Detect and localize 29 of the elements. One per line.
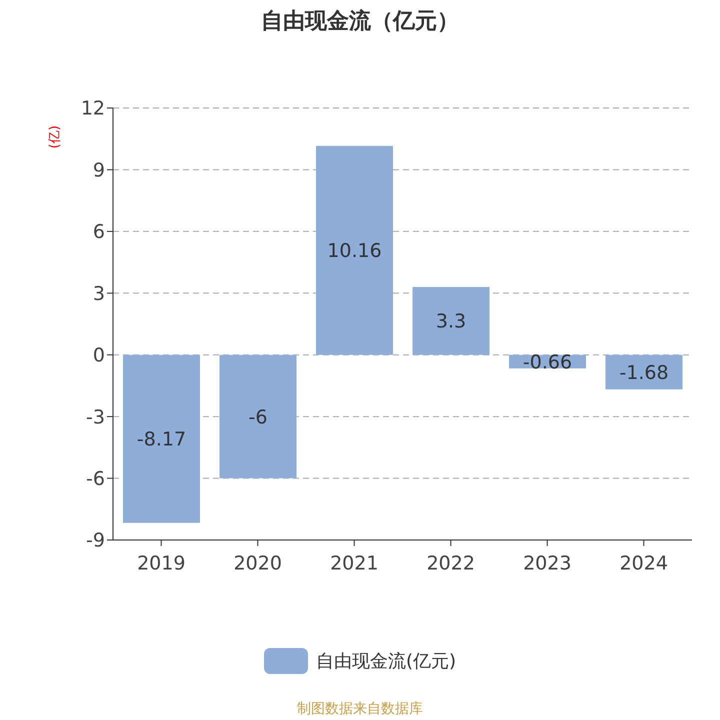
x-tick-label: 2023 <box>523 552 572 574</box>
bar <box>123 354 200 523</box>
y-tick-label: -6 <box>86 468 105 490</box>
y-axis-title: (亿) <box>46 125 64 149</box>
y-tick-label: 0 <box>92 344 105 367</box>
y-tick-label: 6 <box>92 221 105 244</box>
text: 制图数据来自数据库 <box>296 700 424 718</box>
x-tick-label: 2019 <box>137 552 186 574</box>
y-tick-label: 3 <box>92 282 105 305</box>
data-label: 3.3 <box>436 310 466 333</box>
bar <box>220 354 296 478</box>
data-label: -0.66 <box>522 351 572 374</box>
bar <box>412 286 490 355</box>
data-label: -1.68 <box>619 362 669 384</box>
x-tick-label: 2021 <box>330 552 378 574</box>
y-tick-label: 12 <box>80 98 105 120</box>
legend-label: 自由现金流(亿元) <box>316 650 456 673</box>
x-tick-label: 2022 <box>426 552 475 574</box>
bar <box>316 146 393 355</box>
y-tick-label: -9 <box>86 530 105 552</box>
y-tick-label: -3 <box>86 406 105 428</box>
data-label: 10.16 <box>327 240 382 262</box>
data-label: -6 <box>248 406 268 428</box>
chart-title: 自由现金流（亿元） <box>260 8 460 36</box>
x-tick-label: 2024 <box>620 552 668 574</box>
y-tick-label: 9 <box>92 159 105 182</box>
data-label: -8.17 <box>136 428 186 451</box>
x-tick-label: 2020 <box>234 552 282 574</box>
bar <box>606 354 682 390</box>
